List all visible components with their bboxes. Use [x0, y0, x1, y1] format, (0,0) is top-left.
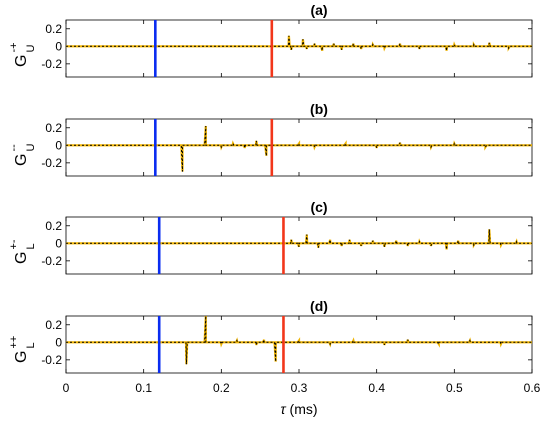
y-axis-label-0: G -+ U: [8, 42, 37, 67]
y-axis-label-sub-3: L: [25, 342, 37, 348]
y-tick-label-3-2: -0.2: [41, 353, 62, 367]
series-line-1: [66, 125, 532, 172]
y-axis-label-sub-1: U: [25, 144, 37, 152]
y-axis-label-sup-3: ++: [8, 336, 20, 349]
x-axis-label-unit: (ms): [286, 401, 318, 417]
panel-frame-3: [65, 315, 533, 374]
panel-frame-0: [65, 19, 533, 78]
y-axis-label-sub-0: U: [25, 45, 37, 53]
y-axis-label-base-1: G: [13, 154, 30, 166]
panel-title-2: (c): [310, 199, 327, 215]
panel-title-0: (a): [310, 2, 327, 18]
x-tick-label-6: 0.6: [524, 381, 541, 395]
y-tick-label-3-0: 0.2: [45, 318, 62, 332]
x-tick-label-1: 0.1: [135, 381, 152, 395]
series-marker-line-0: [66, 35, 532, 52]
y-tick-label-0-0: 0.2: [45, 22, 62, 36]
y-axis-label-1: G -- U: [8, 144, 37, 166]
x-tick-label-4: 0.4: [368, 381, 385, 395]
y-axis-label-sup-2: +-: [8, 239, 20, 249]
y-tick-label-2-2: -0.2: [41, 254, 62, 268]
series-marker-line-3: [66, 315, 532, 365]
x-tick-label-2: 0.2: [213, 381, 230, 395]
y-axis-label-3: G ++ L: [8, 336, 37, 363]
panel-frame-1: [65, 118, 533, 177]
y-axis-label-base-2: G: [13, 252, 30, 264]
y-tick-label-2-0: 0.2: [45, 219, 62, 233]
x-tick-label-5: 0.5: [446, 381, 463, 395]
series-line-2: [66, 229, 532, 250]
y-tick-label-2-1: 0: [55, 236, 62, 250]
x-axis-label: τ (ms): [280, 401, 317, 417]
y-tick-label-1-1: 0: [55, 138, 62, 152]
panel-title-1: (b): [310, 101, 328, 117]
x-tick-label-3: 0.3: [291, 381, 308, 395]
panel-title-3: (d): [310, 298, 328, 314]
y-tick-label-0-1: 0: [55, 39, 62, 53]
y-axis-label-2: G +- L: [8, 239, 37, 264]
y-axis-label-sup-0: -+: [8, 42, 20, 52]
y-tick-label-1-2: -0.2: [41, 156, 62, 170]
y-axis-label-base-0: G: [13, 55, 30, 67]
x-tick-label-0: 0: [63, 381, 70, 395]
y-tick-label-1-0: 0.2: [45, 121, 62, 135]
y-axis-label-base-3: G: [13, 351, 30, 363]
y-axis-label-sub-2: L: [25, 243, 37, 249]
y-axis-label-sup-1: --: [8, 144, 20, 152]
series-line-0: [66, 35, 532, 51]
y-tick-label-0-2: -0.2: [41, 57, 62, 71]
series-line-3: [66, 315, 532, 365]
y-tick-label-3-1: 0: [55, 335, 62, 349]
series-marker-line-1: [66, 125, 532, 172]
x-axis-label-symbol: τ: [280, 401, 286, 417]
